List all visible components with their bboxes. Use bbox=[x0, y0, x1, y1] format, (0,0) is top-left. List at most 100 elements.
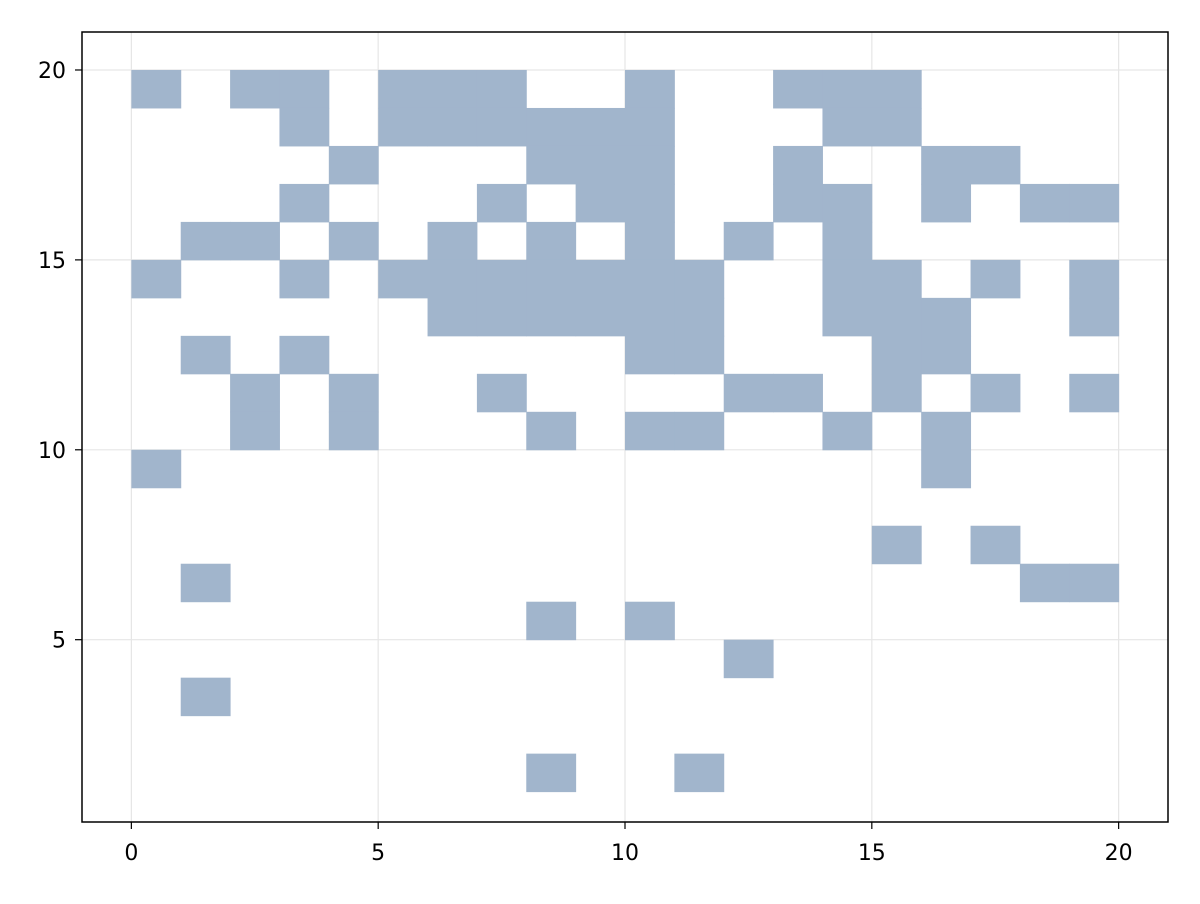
heatmap-cell-7-18 bbox=[476, 107, 527, 147]
y-tick-label-5: 5 bbox=[52, 629, 66, 654]
heatmap-cell-12-11 bbox=[723, 373, 774, 413]
heatmap-cell-14-13 bbox=[822, 297, 873, 337]
heatmap-cell-17-7 bbox=[970, 525, 1021, 565]
heatmap-cell-8-10 bbox=[526, 411, 577, 451]
heatmap-cells bbox=[131, 69, 1120, 793]
heatmap-cell-17-11 bbox=[970, 373, 1021, 413]
heatmap-cell-2-10 bbox=[230, 411, 280, 451]
heatmap-cell-13-16 bbox=[773, 183, 823, 223]
heatmap-cell-14-18 bbox=[822, 107, 873, 147]
heatmap-cell-10-17 bbox=[625, 145, 675, 185]
heatmap-cell-16-10 bbox=[921, 411, 972, 451]
heatmap-cell-6-13 bbox=[427, 297, 478, 337]
x-tick-label-20: 20 bbox=[1105, 841, 1133, 866]
heatmap-cell-4-10 bbox=[328, 411, 379, 451]
heatmap-cell-19-11 bbox=[1069, 373, 1120, 413]
heatmap-cell-3-18 bbox=[279, 107, 330, 147]
heatmap-cell-6-14 bbox=[427, 259, 478, 299]
heatmap-cell-6-18 bbox=[427, 107, 478, 147]
heatmap-cell-7-16 bbox=[476, 183, 527, 223]
y-tick-label-10: 10 bbox=[38, 439, 66, 464]
heatmap-cell-15-7 bbox=[871, 525, 922, 565]
y-axis-ticks: 5 10 15 20 bbox=[38, 59, 82, 654]
heatmap-cell-10-13 bbox=[625, 297, 675, 337]
heatmap-cell-9-16 bbox=[575, 183, 626, 223]
heatmap-cell-6-15 bbox=[427, 221, 478, 261]
heatmap-cell-10-12 bbox=[625, 335, 675, 375]
heatmap-cell-13-19 bbox=[773, 69, 823, 109]
heatmap-cell-16-16 bbox=[921, 183, 972, 223]
heatmap-cell-2-11 bbox=[230, 373, 280, 413]
heatmap-cell-3-12 bbox=[279, 335, 330, 375]
heatmap-cell-10-18 bbox=[625, 107, 675, 147]
heatmap-cell-1-12 bbox=[180, 335, 231, 375]
heatmap-cell-15-18 bbox=[871, 107, 922, 147]
y-tick-label-15: 15 bbox=[38, 249, 66, 274]
heatmap-cell-8-15 bbox=[526, 221, 577, 261]
heatmap-cell-17-14 bbox=[970, 259, 1021, 299]
heatmap-cell-7-11 bbox=[476, 373, 527, 413]
heatmap-cell-19-6 bbox=[1069, 563, 1120, 603]
heatmap-cell-10-15 bbox=[625, 221, 675, 261]
heatmap-cell-14-19 bbox=[822, 69, 873, 109]
x-tick-label-15: 15 bbox=[858, 841, 886, 866]
heatmap-cell-11-10 bbox=[674, 411, 725, 451]
heatmap-cell-15-19 bbox=[871, 69, 922, 109]
y-tick-label-20: 20 bbox=[38, 59, 66, 84]
heatmap-cell-5-19 bbox=[378, 69, 429, 109]
heatmap-cell-14-14 bbox=[822, 259, 873, 299]
heatmap-cell-9-18 bbox=[575, 107, 626, 147]
heatmap-cell-19-13 bbox=[1069, 297, 1120, 337]
heatmap-cell-11-13 bbox=[674, 297, 725, 337]
heatmap-cell-3-16 bbox=[279, 183, 330, 223]
heatmap-cell-1-3 bbox=[180, 677, 231, 717]
heatmap-cell-0-9 bbox=[131, 449, 182, 489]
heatmap-cell-0-14 bbox=[131, 259, 182, 299]
heatmap-cell-10-5 bbox=[625, 601, 675, 641]
heatmap-cell-7-13 bbox=[476, 297, 527, 337]
heatmap-cell-8-14 bbox=[526, 259, 577, 299]
heatmap-cell-7-19 bbox=[476, 69, 527, 109]
heatmap-cell-19-16 bbox=[1069, 183, 1120, 223]
heatmap-cell-1-15 bbox=[180, 221, 231, 261]
heatmap-cell-10-10 bbox=[625, 411, 675, 451]
heatmap-cell-2-15 bbox=[230, 221, 280, 261]
heatmap-cell-9-17 bbox=[575, 145, 626, 185]
x-axis-ticks: 0 5 10 15 20 bbox=[124, 822, 1133, 866]
heatmap-cell-11-12 bbox=[674, 335, 725, 375]
heatmap-cell-12-4 bbox=[723, 639, 774, 679]
heatmap-cell-11-1 bbox=[674, 753, 725, 793]
heatmap-cell-18-16 bbox=[1019, 183, 1070, 223]
heatmap-cell-11-14 bbox=[674, 259, 725, 299]
x-tick-label-10: 10 bbox=[611, 841, 639, 866]
heatmap-cell-0-19 bbox=[131, 69, 182, 109]
x-tick-label-0: 0 bbox=[124, 841, 138, 866]
heatmap-cell-15-13 bbox=[871, 297, 922, 337]
heatmap-cell-3-19 bbox=[279, 69, 330, 109]
heatmap-cell-16-12 bbox=[921, 335, 972, 375]
heatmap-cell-4-17 bbox=[328, 145, 379, 185]
heatmap-cell-4-11 bbox=[328, 373, 379, 413]
heatmap-cell-5-18 bbox=[378, 107, 429, 147]
heatmap-cell-15-14 bbox=[871, 259, 922, 299]
heatmap-cell-8-13 bbox=[526, 297, 577, 337]
heatmap-cell-19-14 bbox=[1069, 259, 1120, 299]
heatmap-cell-16-9 bbox=[921, 449, 972, 489]
heatmap-cell-16-17 bbox=[921, 145, 972, 185]
heatmap-cell-15-12 bbox=[871, 335, 922, 375]
heatmap-cell-15-11 bbox=[871, 373, 922, 413]
heatmap-cell-12-15 bbox=[723, 221, 774, 261]
heatmap-cell-16-13 bbox=[921, 297, 972, 337]
heatmap-cell-13-11 bbox=[773, 373, 823, 413]
heatmap-cell-10-14 bbox=[625, 259, 675, 299]
heatmap-cell-8-18 bbox=[526, 107, 577, 147]
heatmap-cell-14-16 bbox=[822, 183, 873, 223]
heatmap-cell-14-15 bbox=[822, 221, 873, 261]
heatmap-cell-14-10 bbox=[822, 411, 873, 451]
heatmap-cell-10-16 bbox=[625, 183, 675, 223]
heatmap-cell-8-1 bbox=[526, 753, 577, 793]
heatmap-cell-8-17 bbox=[526, 145, 577, 185]
heatmap-cell-3-14 bbox=[279, 259, 330, 299]
